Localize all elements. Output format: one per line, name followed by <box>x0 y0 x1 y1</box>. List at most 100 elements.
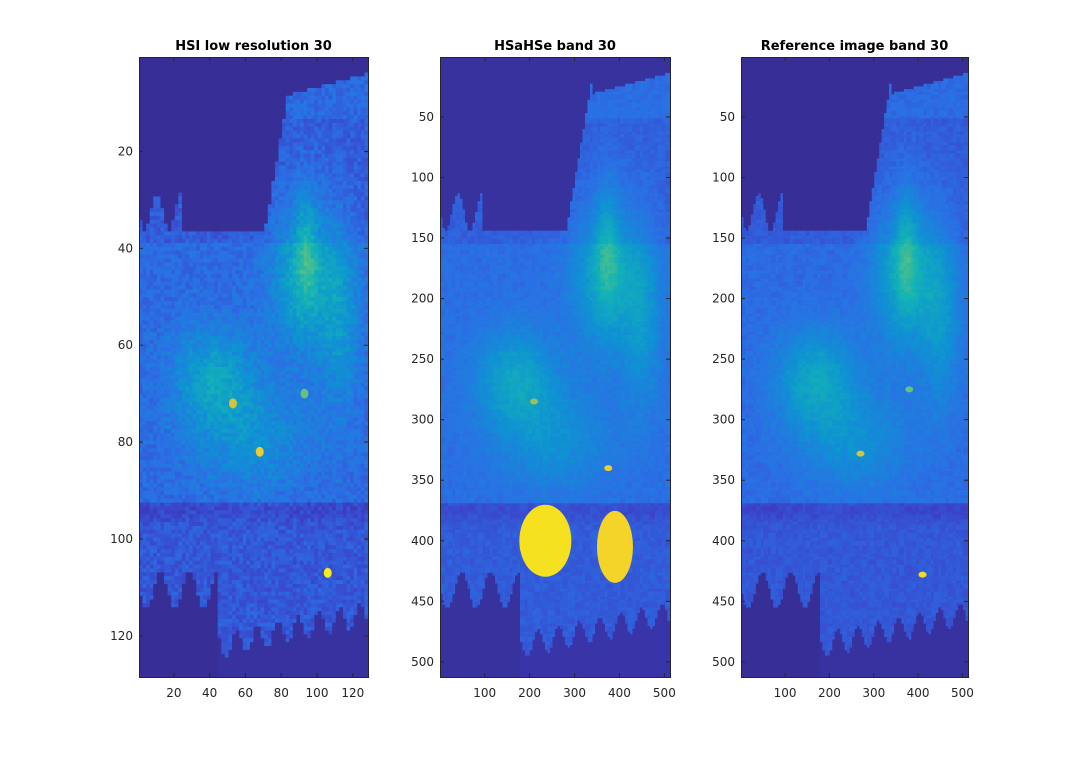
heatmap-cell <box>336 189 340 193</box>
heatmap-cell <box>175 169 179 173</box>
heatmap-cell <box>143 61 147 65</box>
heatmap-cell <box>289 76 293 80</box>
heatmap-cell <box>261 107 265 111</box>
heatmap-cell <box>150 100 154 104</box>
heatmap-cell <box>325 92 329 96</box>
heatmap-cell <box>343 166 347 170</box>
heatmap-cell <box>186 73 190 77</box>
heatmap-cell <box>239 150 243 154</box>
heatmap-cell <box>175 166 179 170</box>
heatmap-cell <box>264 107 268 111</box>
heatmap-cell <box>182 150 186 154</box>
heatmap-cell <box>150 104 154 108</box>
heatmap-cell <box>329 158 333 162</box>
heatmap-cell <box>178 76 182 80</box>
heatmap-cell <box>357 185 361 189</box>
heatmap-cell <box>146 92 150 96</box>
heatmap-cell <box>311 92 315 96</box>
heatmap-cell <box>157 193 161 197</box>
heatmap-cell <box>286 173 290 177</box>
heatmap-cell <box>282 76 286 80</box>
heatmap-cell <box>153 107 157 111</box>
heatmap-cell <box>296 84 300 88</box>
heatmap-cell <box>354 69 358 73</box>
heatmap-cell <box>146 185 150 189</box>
heatmap-cell <box>332 131 336 135</box>
heatmap-cell <box>254 131 258 135</box>
heatmap-cell <box>239 173 243 177</box>
heatmap-cell <box>354 212 358 216</box>
heatmap-cell <box>364 80 368 84</box>
heatmap-cell <box>214 61 218 65</box>
heatmap-cell <box>228 158 232 162</box>
heatmap-cell <box>254 185 258 189</box>
heatmap-cell <box>239 131 243 135</box>
heatmap-cell <box>300 138 304 142</box>
heatmap-cell <box>196 208 200 212</box>
heatmap-cell <box>160 80 164 84</box>
heatmap-cell <box>347 80 351 84</box>
heatmap-cell <box>250 204 254 208</box>
heatmap-cell <box>171 61 175 65</box>
heatmap-cell <box>239 119 243 123</box>
heatmap-cell <box>211 135 215 139</box>
heatmap-cell <box>228 216 232 220</box>
heatmap-cell <box>307 138 311 142</box>
heatmap-cell <box>279 200 283 204</box>
heatmap-cell <box>236 61 240 65</box>
heatmap-cell <box>200 208 204 212</box>
heatmap-cell <box>268 76 272 80</box>
heatmap-cell <box>246 96 250 100</box>
heatmap-cell <box>157 111 161 115</box>
heatmap-cell <box>282 138 286 142</box>
heatmap-cell <box>271 96 275 100</box>
heatmap-cell <box>347 185 351 189</box>
heatmap-cell <box>329 166 333 170</box>
heatmap-cell <box>321 131 325 135</box>
heatmap-cell <box>203 131 207 135</box>
heatmap-cell <box>153 131 157 135</box>
heatmap-cell <box>361 107 365 111</box>
heatmap-cell <box>282 123 286 127</box>
heatmap-cell <box>225 204 229 208</box>
heatmap-cell <box>350 96 354 100</box>
heatmap-cell <box>193 80 197 84</box>
heatmap-cell <box>164 224 168 228</box>
heatmap-cell <box>243 212 247 216</box>
heatmap-cell <box>357 135 361 139</box>
heatmap-cell <box>336 100 340 104</box>
heatmap-cell <box>232 169 236 173</box>
heatmap-cell <box>279 173 283 177</box>
heatmap-cell <box>325 61 329 65</box>
heatmap-cell <box>160 200 164 204</box>
heatmap-cell <box>325 76 329 80</box>
heatmap-cell <box>268 65 272 69</box>
heatmap-cell <box>307 204 311 208</box>
heatmap-cell <box>225 150 229 154</box>
heatmap-cell <box>347 104 351 108</box>
heatmap-cell <box>293 197 297 201</box>
heatmap-cell <box>178 61 182 65</box>
heatmap-cell <box>236 80 240 84</box>
heatmap-cell <box>175 138 179 142</box>
heatmap-cell <box>178 84 182 88</box>
heatmap-cell <box>332 185 336 189</box>
heatmap-cell <box>329 135 333 139</box>
heatmap-cell <box>239 69 243 73</box>
heatmap-cell <box>271 61 275 65</box>
heatmap-cell <box>304 216 308 220</box>
heatmap-cell <box>186 204 190 208</box>
heatmap-cell <box>354 189 358 193</box>
heatmap-cell <box>271 142 275 146</box>
heatmap-cell <box>289 119 293 123</box>
heatmap-cell <box>343 220 347 224</box>
heatmap-cell <box>236 212 240 216</box>
heatmap-cell <box>207 123 211 127</box>
heatmap-cell <box>293 220 297 224</box>
heatmap-cell <box>182 177 186 181</box>
heatmap-cell <box>254 111 258 115</box>
heatmap-cell <box>146 100 150 104</box>
heatmap-cell <box>150 200 154 204</box>
heatmap-cell <box>282 111 286 115</box>
heatmap-cell <box>300 181 304 185</box>
